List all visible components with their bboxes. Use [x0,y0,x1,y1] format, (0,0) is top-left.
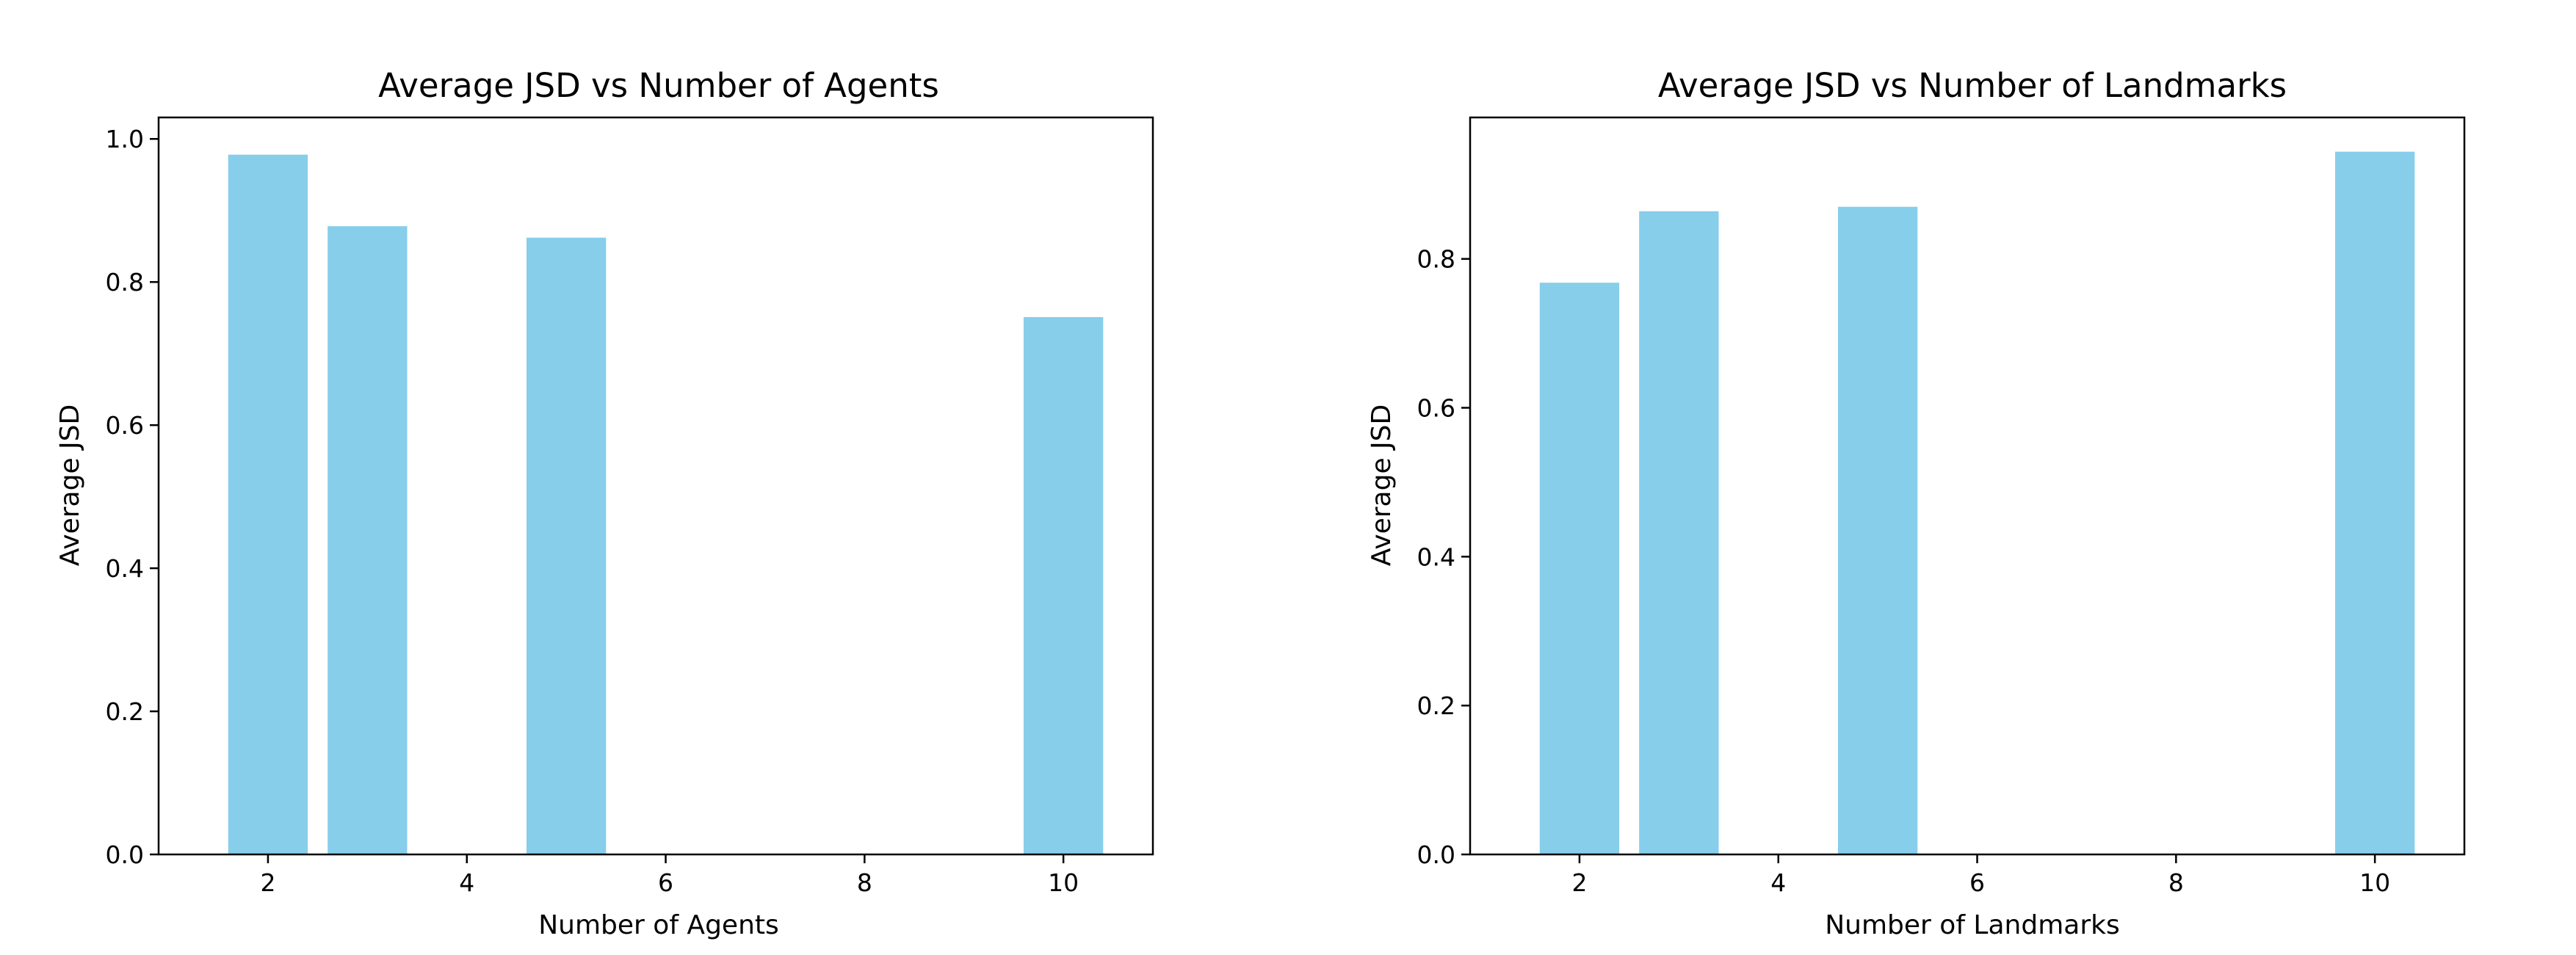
bar-2 [228,154,308,854]
x-tick-label: 2 [260,868,275,897]
bar-3 [1639,211,1719,854]
bar-10 [2334,151,2415,854]
x-tick-label: 6 [1969,868,1985,897]
y-axis-label: Average JSD [1367,404,1397,566]
y-tick-label: 0.6 [106,411,144,440]
x-tick-label: 10 [1048,868,1079,897]
x-tick-label: 10 [2359,868,2390,897]
y-tick-label: 0.0 [106,840,144,869]
y-tick-label: 0.8 [1417,245,1455,274]
chart-agents: Average JSD vs Number of Agents Number o… [55,66,1154,940]
y-tick-label: 0.4 [106,554,144,583]
y-tick-label: 0.0 [1417,840,1455,869]
y-tick-label: 0.4 [1417,542,1455,571]
y-tick-label: 0.2 [1417,691,1455,720]
x-axis-label: Number of Agents [538,910,779,940]
bar-3 [328,226,408,855]
x-tick-label: 8 [857,868,872,897]
plot-frame [1469,116,2466,856]
plot-frame [157,116,1154,856]
bar-2 [1539,283,1620,854]
chart-landmarks: Average JSD vs Number of Landmarks Numbe… [1367,66,2466,940]
bar-5 [1837,206,1918,854]
x-axis-label: Number of Landmarks [1825,910,2120,940]
x-tick-label: 8 [2168,868,2184,897]
bar-10 [1023,316,1104,854]
y-tick-label: 0.2 [106,697,144,726]
chart-title: Average JSD vs Number of Agents [378,66,939,105]
x-tick-label: 4 [459,868,474,897]
y-axis-label: Average JSD [55,404,85,566]
x-tick-label: 4 [1770,868,1786,897]
x-tick-label: 6 [658,868,673,897]
y-tick-label: 0.8 [106,268,144,297]
bar-5 [526,237,607,854]
chart-title: Average JSD vs Number of Landmarks [1658,66,2287,105]
x-tick-label: 2 [1571,868,1587,897]
y-tick-label: 1.0 [106,125,144,153]
y-tick-label: 0.6 [1417,394,1455,423]
